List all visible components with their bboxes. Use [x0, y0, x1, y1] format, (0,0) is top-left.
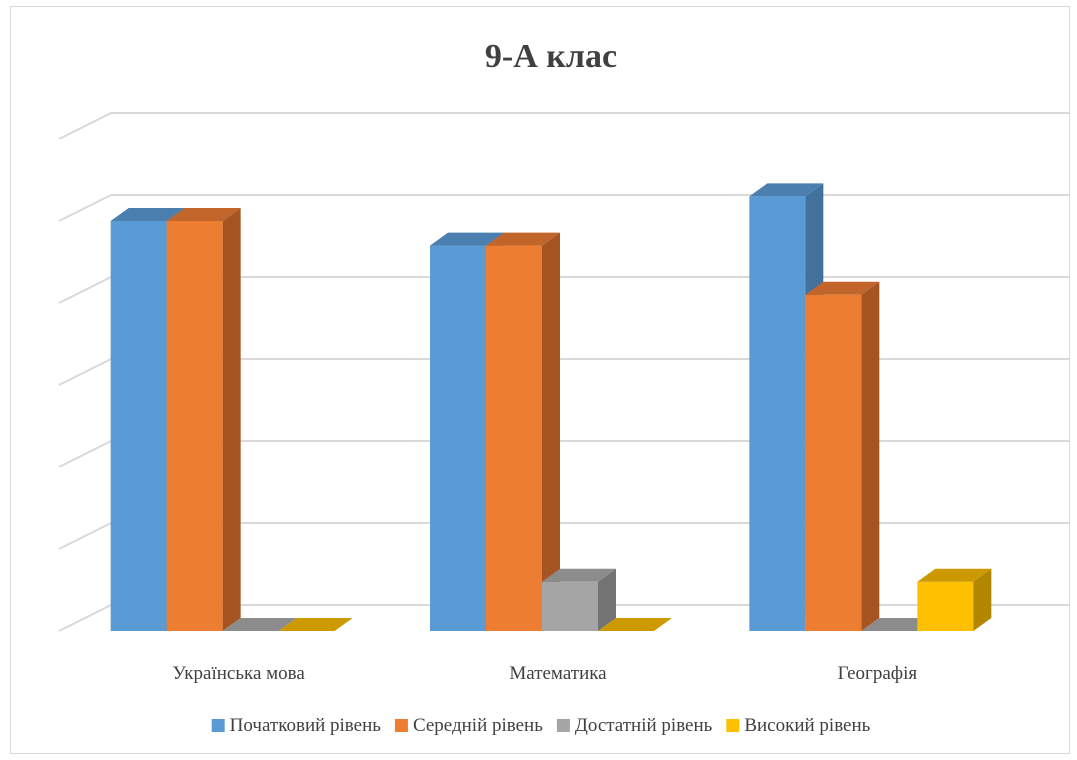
- chart-title: 9-А клас: [485, 38, 617, 75]
- bar-front: [110, 221, 167, 631]
- gridline-depth: [58, 440, 112, 468]
- bar-front: [486, 245, 542, 631]
- bar-top: [861, 618, 936, 631]
- bar-top: [222, 618, 297, 631]
- chart-svg: 9-А клас Українська мова Математика Геогра…: [58, 38, 1069, 736]
- bar-front: [542, 581, 598, 631]
- legend-item: Початковий рівень: [211, 715, 382, 736]
- category-labels: Українська мова Математика Географія: [173, 663, 918, 684]
- bar-side: [861, 281, 880, 631]
- category-label: Українська мова: [173, 663, 306, 684]
- bars: [110, 183, 992, 631]
- bar-side: [542, 232, 560, 631]
- category-label: Математика: [509, 663, 607, 684]
- bar: [598, 618, 672, 631]
- legend-swatch: [556, 719, 570, 732]
- bar: [861, 618, 936, 631]
- gridline-depth: [58, 194, 112, 222]
- legend-item: Середній рівень: [394, 715, 543, 736]
- legend-swatch: [211, 719, 225, 732]
- bar-top: [486, 232, 560, 246]
- bar-top: [805, 281, 880, 295]
- legend-label: Високий рівень: [744, 715, 870, 736]
- bar-top: [542, 568, 616, 582]
- bar-front: [430, 245, 486, 631]
- bar: [222, 618, 297, 631]
- bar-side: [222, 208, 241, 631]
- bar: [486, 232, 560, 631]
- bar: [805, 281, 880, 631]
- bar-top: [749, 183, 824, 197]
- gridline-depth: [58, 522, 112, 550]
- bar: [166, 208, 241, 631]
- gridline-depth: [58, 112, 112, 140]
- category-label: Географія: [838, 663, 918, 684]
- gridline-depth: [58, 358, 112, 386]
- bar-front: [805, 294, 862, 631]
- bar: [542, 568, 616, 631]
- legend-item: Високий рівень: [726, 715, 871, 736]
- legend: Початковий рівень Середній рівень Достатні…: [211, 715, 871, 736]
- bar-top: [166, 208, 241, 221]
- bar-top: [430, 232, 504, 246]
- bar-front: [917, 581, 974, 631]
- bar-top: [598, 618, 672, 631]
- legend-swatch: [726, 719, 740, 732]
- gridline-depth: [58, 276, 112, 304]
- bar-front: [166, 221, 223, 631]
- legend-swatch: [394, 719, 408, 732]
- bar-top: [110, 208, 185, 221]
- bar-top: [278, 618, 353, 631]
- bar: [917, 568, 992, 631]
- gridline-depth: [58, 604, 112, 632]
- bar-top: [917, 568, 992, 582]
- bar-side: [598, 568, 616, 631]
- legend-label: Середній рівень: [413, 715, 543, 736]
- bar-front: [749, 196, 806, 631]
- legend-item: Достатній рівень: [556, 715, 713, 736]
- bar-side: [973, 568, 992, 631]
- chart-frame: 9-А клас Українська мова Математика Геогра…: [10, 6, 1070, 754]
- gridlines: [58, 112, 1069, 632]
- legend-label: Достатній рівень: [575, 715, 713, 736]
- legend-label: Початковий рівень: [230, 715, 382, 736]
- bar: [278, 618, 353, 631]
